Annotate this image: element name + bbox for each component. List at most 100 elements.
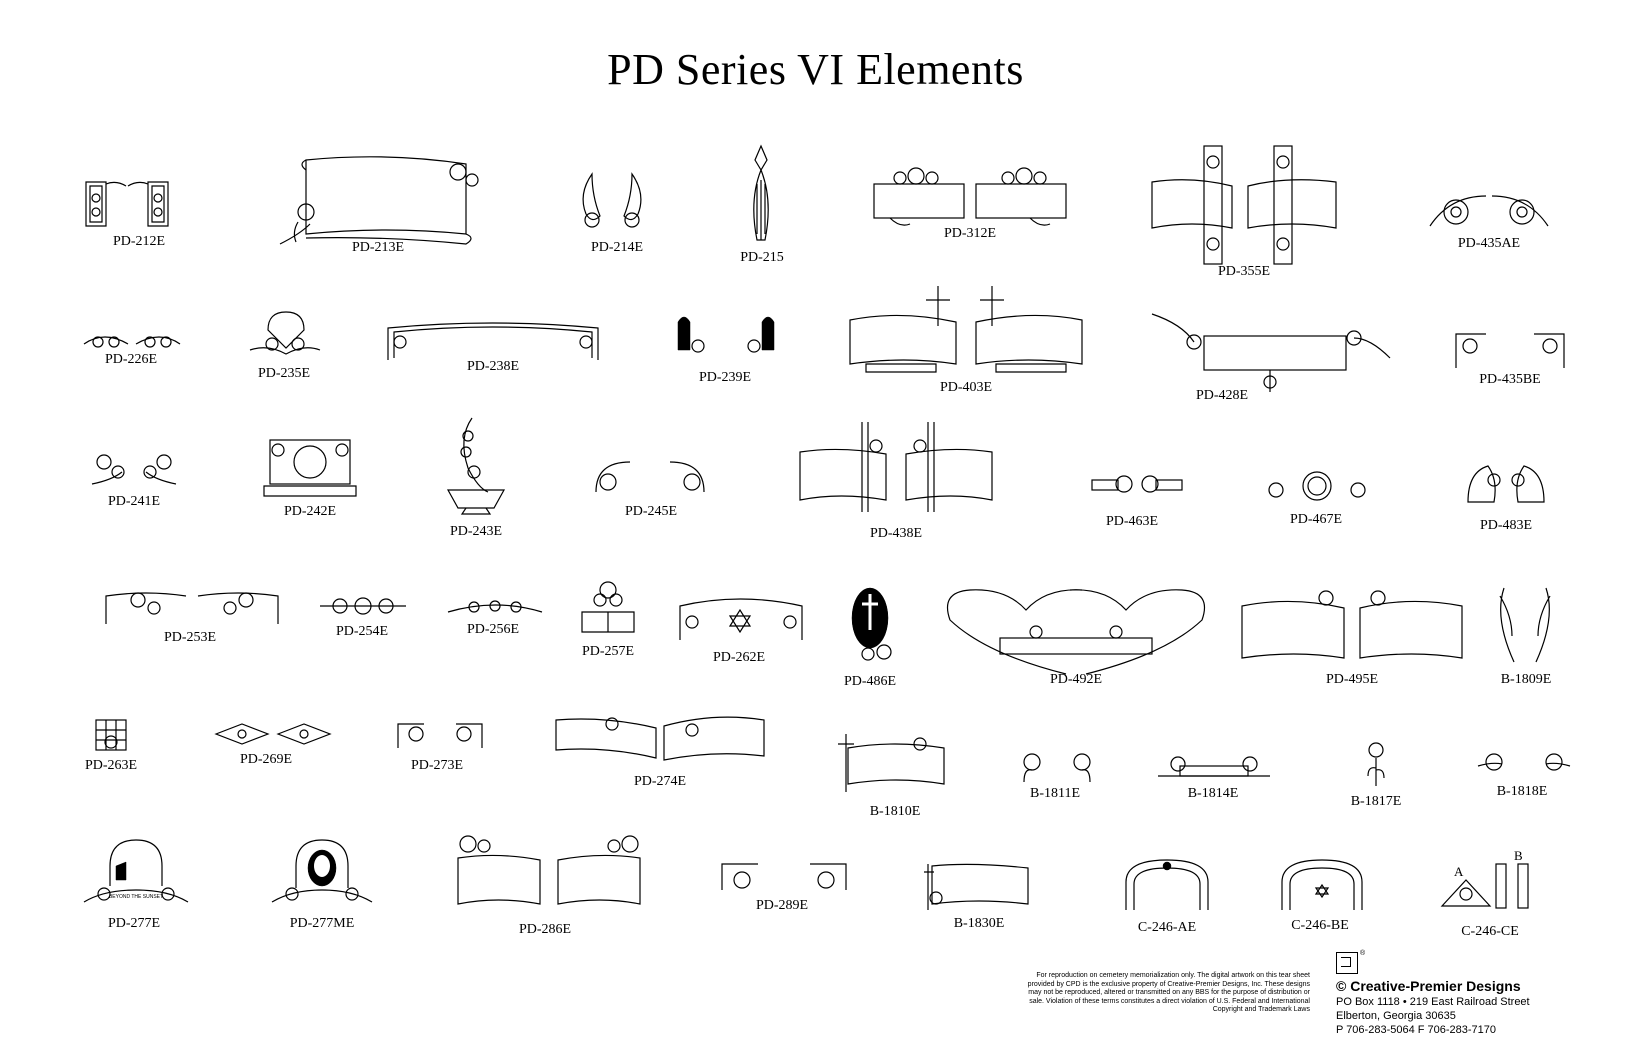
pd-277me-artwork (271, 839, 373, 903)
c-246-ce-artwork (1440, 863, 1529, 909)
pd-483e-artwork (1467, 465, 1545, 503)
pd-257e-label: PD-257E (581, 644, 635, 659)
b-1810e-artwork (838, 734, 945, 792)
pd-253e-artwork (105, 592, 279, 624)
phone-numbers: P 706-283-5064 F 706-283-7170 (1336, 1024, 1497, 1036)
pd-438e-artwork (799, 422, 993, 512)
b-1811e-artwork (1023, 753, 1091, 783)
pd-239e-artwork (677, 316, 775, 353)
pd-256e-artwork (447, 600, 543, 613)
pd-213e-artwork (279, 156, 479, 245)
pd-492e-artwork (946, 589, 1206, 675)
pd-238e-artwork (387, 322, 599, 360)
pd-238e-label: PD-238E (466, 359, 520, 374)
pd-263e-label: PD-263E (84, 758, 138, 773)
pd-243e-artwork (446, 417, 506, 515)
pd-242e-artwork (263, 439, 357, 497)
pd-212e-artwork (85, 181, 169, 227)
b-1818e-label: B-1818E (1496, 784, 1548, 799)
pd-438e-label: PD-438E (869, 526, 923, 541)
pd-403e-artwork (849, 286, 1083, 373)
c-246-ce-label: C-246-CE (1461, 924, 1519, 939)
pd-277e-label: PD-277E (107, 916, 161, 931)
c-246-ce-mark-b: B (1514, 848, 1523, 863)
pd-274e-artwork (555, 716, 765, 761)
c-246-be-label: C-246-BE (1291, 918, 1349, 933)
pd-289e-artwork (721, 863, 847, 890)
c-246-ae-label: C-246-AE (1137, 920, 1197, 935)
pd-355e-artwork (1151, 145, 1337, 265)
b-1810e-label: B-1810E (869, 804, 921, 819)
pd-289e-label: PD-289E (755, 898, 809, 913)
pd-214e-artwork (582, 172, 642, 228)
pd-254e-label: PD-254E (335, 624, 389, 639)
pd-495e-label: PD-495E (1325, 672, 1379, 687)
pd-277e-banner-text: BEYOND THE SUNSET (109, 894, 163, 900)
pd-403e-label: PD-403E (939, 380, 993, 395)
pd-241e-label: PD-241E (107, 494, 161, 509)
cpd-logo (1336, 952, 1358, 974)
pd-428e-label: PD-428E (1195, 388, 1249, 403)
pd-242e-label: PD-242E (283, 504, 337, 519)
pd-262e-artwork (679, 598, 803, 640)
pd-241e-artwork (91, 454, 177, 485)
pd-257e-artwork (581, 581, 635, 633)
b-1817e-label: B-1817E (1350, 794, 1402, 809)
pd-312e-artwork (873, 167, 1067, 226)
pd-435ae-label: PD-435AE (1457, 236, 1521, 251)
pd-277e-artwork: BEYOND THE SUNSET (83, 839, 189, 903)
pd-226e-label: PD-226E (104, 352, 158, 367)
pd-486e-artwork (851, 587, 892, 661)
pd-263e-artwork (95, 719, 127, 751)
page-title: PD Series VI Elements (607, 45, 1024, 94)
b-1814e-label: B-1814E (1187, 786, 1239, 801)
pd-435be-label: PD-435BE (1479, 372, 1541, 387)
b-1809e-label: B-1809E (1500, 672, 1552, 687)
pd-435be-artwork (1455, 333, 1565, 368)
pd-262e-label: PD-262E (712, 650, 766, 665)
pd-355e-label: PD-355E (1217, 264, 1271, 279)
pd-226e-artwork (83, 336, 181, 348)
pd-286e-label: PD-286E (518, 922, 572, 937)
pd-435ae-artwork (1429, 195, 1549, 227)
b-1818e-artwork (1477, 753, 1571, 771)
pd-486e-label: PD-486E (843, 674, 897, 689)
c-246-be-artwork (1281, 859, 1363, 910)
b-1811e-label: B-1811E (1029, 786, 1081, 801)
pd-269e-label: PD-269E (239, 752, 293, 767)
pd-215-label: PD-215 (740, 250, 784, 265)
pd-277me-label: PD-277ME (289, 916, 355, 931)
pd-463e-artwork (1091, 475, 1183, 493)
pd-495e-artwork (1241, 590, 1463, 659)
pd-463e-label: PD-463E (1105, 514, 1159, 529)
pd-239e-label: PD-239E (698, 370, 752, 385)
pd-245e-label: PD-245E (624, 504, 678, 519)
copyright-notice: For reproduction on cemetery memorializa… (1027, 972, 1310, 1013)
pd-273e-label: PD-273E (410, 758, 464, 773)
pd-215-artwork (753, 144, 769, 241)
pd-213e-label: PD-213E (351, 240, 405, 255)
pd-467e-artwork (1268, 471, 1366, 501)
pd-243e-label: PD-243E (449, 524, 503, 539)
pd-235e-label: PD-235E (257, 366, 311, 381)
b-1817e-artwork (1367, 742, 1385, 786)
pd-256e-label: PD-256E (466, 622, 520, 637)
pd-274e-label: PD-274E (633, 774, 687, 789)
pd-214e-label: PD-214E (590, 240, 644, 255)
pd-253e-label: PD-253E (163, 630, 217, 645)
address-line-1: PO Box 1118 • 219 East Railroad Street (1336, 996, 1530, 1008)
registered-mark: ® (1360, 950, 1366, 957)
company-name: © Creative-Premier Designs (1336, 978, 1521, 994)
pd-245e-artwork (595, 461, 705, 493)
c-246-ae-artwork (1125, 859, 1209, 910)
b-1809e-artwork (1499, 587, 1551, 663)
pd-428e-artwork (1151, 313, 1391, 392)
pd-467e-label: PD-467E (1289, 512, 1343, 527)
pd-273e-artwork (397, 723, 483, 748)
b-1814e-artwork (1158, 756, 1270, 777)
address-line-2: Elberton, Georgia 30635 (1336, 1010, 1456, 1022)
pd-212e-label: PD-212E (112, 234, 166, 249)
pd-269e-artwork (214, 723, 332, 745)
pd-286e-artwork (457, 835, 641, 905)
b-1830e-artwork (924, 863, 1029, 910)
